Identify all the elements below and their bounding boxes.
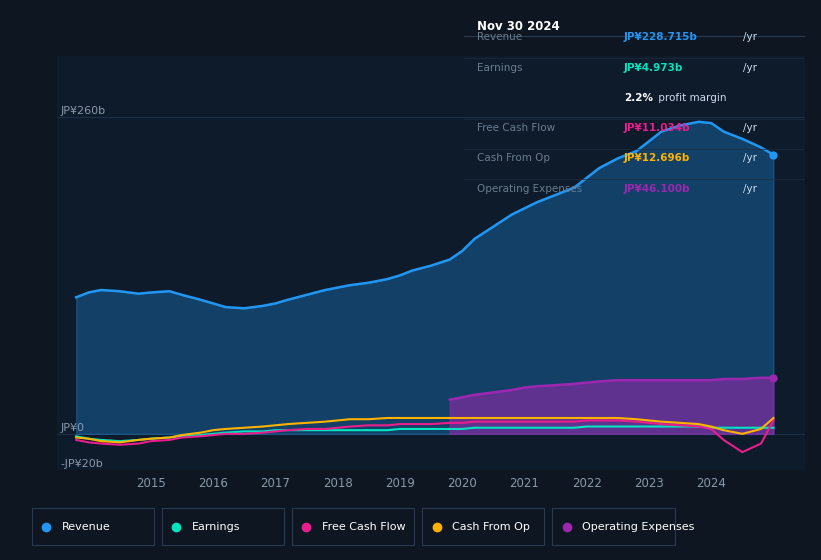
- Text: JP¥0: JP¥0: [61, 423, 85, 433]
- Text: Revenue: Revenue: [478, 32, 523, 43]
- Text: JP¥260b: JP¥260b: [61, 106, 106, 116]
- Text: /yr: /yr: [743, 184, 757, 194]
- Text: /yr: /yr: [743, 63, 757, 73]
- Text: JP¥11.034b: JP¥11.034b: [624, 123, 690, 133]
- Text: JP¥46.100b: JP¥46.100b: [624, 184, 690, 194]
- Text: Operating Expenses: Operating Expenses: [582, 522, 695, 531]
- Text: JP¥12.696b: JP¥12.696b: [624, 153, 690, 164]
- Text: Nov 30 2024: Nov 30 2024: [478, 20, 560, 33]
- Text: Operating Expenses: Operating Expenses: [478, 184, 583, 194]
- Text: Cash From Op: Cash From Op: [452, 522, 530, 531]
- Text: Earnings: Earnings: [192, 522, 241, 531]
- Text: 2.2%: 2.2%: [624, 93, 653, 103]
- Text: profit margin: profit margin: [654, 93, 726, 103]
- Text: Revenue: Revenue: [62, 522, 111, 531]
- Text: /yr: /yr: [743, 153, 757, 164]
- Text: Free Cash Flow: Free Cash Flow: [322, 522, 406, 531]
- Text: JP¥228.715b: JP¥228.715b: [624, 32, 698, 43]
- Text: /yr: /yr: [743, 32, 757, 43]
- Text: Cash From Op: Cash From Op: [478, 153, 551, 164]
- Text: /yr: /yr: [743, 123, 757, 133]
- Text: Earnings: Earnings: [478, 63, 523, 73]
- Text: Free Cash Flow: Free Cash Flow: [478, 123, 556, 133]
- Text: JP¥4.973b: JP¥4.973b: [624, 63, 683, 73]
- Text: -JP¥20b: -JP¥20b: [61, 459, 103, 469]
